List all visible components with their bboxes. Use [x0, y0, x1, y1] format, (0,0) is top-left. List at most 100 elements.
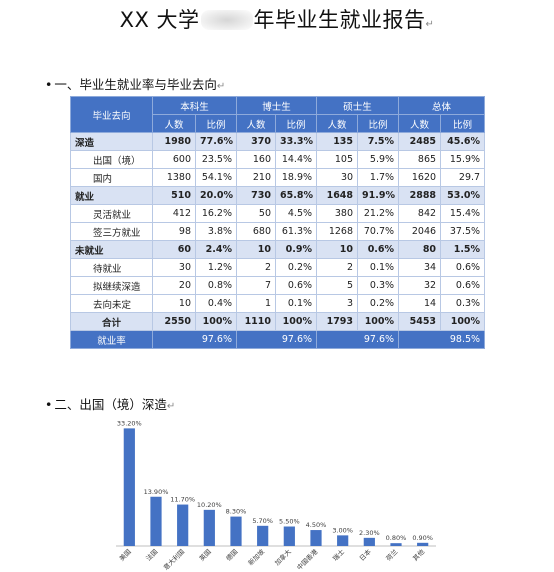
header-group: 博士生 [236, 96, 318, 115]
data-label: 8.30% [226, 508, 247, 516]
section-title: 二、出国（境）深造 [54, 397, 167, 412]
cell-ratio: 0.6% [357, 240, 400, 259]
header-group: 硕士生 [316, 96, 400, 115]
total-count: 2550 [152, 312, 196, 331]
cell-ratio: 0.6% [440, 258, 486, 277]
cell-ratio: 18.9% [275, 168, 318, 187]
header-destination: 毕业去向 [70, 96, 153, 133]
rate-value: 97.6% [316, 330, 400, 349]
category-label: 美国 [117, 547, 133, 563]
cell-count: 1980 [152, 132, 196, 151]
cell-count: 865 [398, 150, 442, 169]
data-label: 2.30% [359, 529, 380, 537]
bar [177, 504, 189, 546]
rate-value: 98.5% [398, 330, 486, 349]
cell-count: 1620 [398, 168, 442, 187]
cell-count: 380 [316, 204, 359, 223]
subheader-count: 人数 [236, 114, 277, 133]
bar [230, 516, 242, 546]
cell-count: 20 [152, 276, 196, 295]
table-total-row: 合计 2550 100% 1110 100% 1793 100% 5453 100% [70, 312, 486, 331]
row-label: 待就业 [70, 258, 153, 277]
cell-ratio: 2.4% [194, 240, 238, 259]
cell-count: 1648 [316, 186, 359, 205]
paragraph-mark-icon: ↵ [166, 401, 176, 412]
row-label: 去向未定 [70, 294, 153, 313]
cell-ratio: 1.7% [357, 168, 400, 187]
cell-ratio: 54.1% [194, 168, 238, 187]
total-label: 合计 [70, 312, 153, 331]
cell-ratio: 5.9% [357, 150, 400, 169]
section-heading-employment: • 一、毕业生就业率与毕业去向↵ [45, 74, 225, 93]
category-label: 法国 [144, 547, 160, 563]
data-label: 11.70% [170, 496, 195, 504]
row-label: 出国（境） [70, 150, 153, 169]
rate-value: 97.6% [236, 330, 318, 349]
data-label: 5.50% [279, 518, 300, 526]
category-label: 瑞士 [331, 547, 347, 563]
cell-ratio: 77.6% [194, 132, 238, 151]
total-ratio: 100% [194, 312, 238, 331]
cell-ratio: 15.9% [440, 150, 486, 169]
bar [390, 543, 402, 546]
bar [310, 530, 322, 546]
category-label: 荷兰 [384, 547, 400, 563]
paragraph-mark-icon: ↵ [216, 81, 226, 92]
redacted-year [200, 10, 253, 30]
cell-count: 842 [398, 204, 442, 223]
cell-ratio: 45.6% [440, 132, 486, 151]
cell-ratio: 0.4% [194, 294, 238, 313]
data-label: 33.20% [117, 419, 142, 427]
bar [417, 542, 429, 546]
total-ratio: 100% [275, 312, 318, 331]
row-label: 签三方就业 [70, 222, 153, 241]
cell-count: 135 [316, 132, 359, 151]
study-abroad-chart: 33.20% 美国 13.90% 法国 11.70% 意大利国 10.20% 英国 8.30% 德… [108, 412, 442, 572]
header-group: 总体 [398, 96, 486, 115]
row-label: 就业 [70, 186, 153, 205]
cell-count: 60 [152, 240, 196, 259]
cell-ratio: 53.0% [440, 186, 486, 205]
category-label: 德国 [224, 547, 240, 563]
cell-ratio: 0.1% [275, 294, 318, 313]
category-label: 日本 [357, 547, 373, 563]
cell-ratio: 3.8% [194, 222, 238, 241]
cell-ratio: 0.3% [440, 294, 486, 313]
cell-count: 2046 [398, 222, 442, 241]
bullet-icon: • [45, 77, 53, 92]
bar [257, 525, 269, 546]
row-label: 灵活就业 [70, 204, 153, 223]
cell-ratio: 14.4% [275, 150, 318, 169]
employment-table-container: 毕业去向 本科生 博士生 硕士生 总体 人数 比例 人数 比例 人数 比例 人数… [70, 96, 486, 349]
cell-count: 1380 [152, 168, 196, 187]
subheader-ratio: 比例 [275, 114, 318, 133]
cell-ratio: 1.5% [440, 240, 486, 259]
cell-ratio: 4.5% [275, 204, 318, 223]
category-label: 其他 [411, 547, 427, 563]
cell-count: 80 [398, 240, 442, 259]
bar [123, 428, 135, 546]
cell-ratio: 91.9% [357, 186, 400, 205]
subheader-count: 人数 [316, 114, 359, 133]
cell-ratio: 7.5% [357, 132, 400, 151]
cell-ratio: 0.2% [357, 294, 400, 313]
table-row: 灵活就业 412 16.2% 50 4.5% 380 21.2% 842 15.4% [70, 204, 486, 223]
cell-count: 10 [152, 294, 196, 313]
cell-count: 105 [316, 150, 359, 169]
bullet-icon: • [45, 397, 53, 412]
cell-ratio: 33.3% [275, 132, 318, 151]
cell-count: 412 [152, 204, 196, 223]
cell-ratio: 29.7 [440, 168, 486, 187]
category-label: 加拿大 [273, 547, 294, 568]
cell-count: 7 [236, 276, 277, 295]
cell-count: 50 [236, 204, 277, 223]
cell-ratio: 0.8% [194, 276, 238, 295]
data-label: 0.90% [412, 534, 433, 542]
cell-count: 34 [398, 258, 442, 277]
cell-count: 2485 [398, 132, 442, 151]
cell-ratio: 21.2% [357, 204, 400, 223]
section-heading-study-abroad: • 二、出国（境）深造↵ [45, 394, 175, 413]
data-label: 10.20% [197, 501, 222, 509]
data-label: 3.00% [332, 526, 353, 534]
row-label: 拟继续深造 [70, 276, 153, 295]
